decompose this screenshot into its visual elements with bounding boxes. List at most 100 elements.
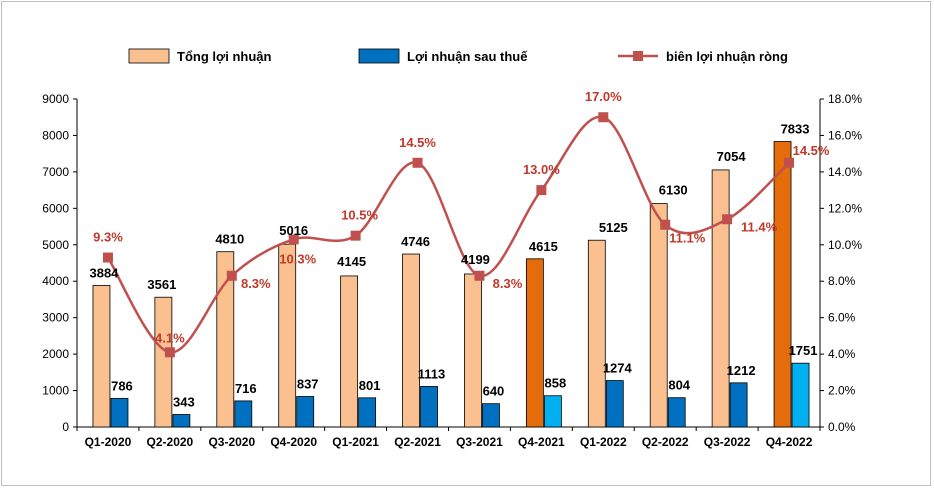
y-right-tick-label: 6.0% [828,311,856,325]
net-margin-value-label: 10.3% [279,251,316,266]
net-profit-value-label: 1212 [727,363,756,378]
net-profit-value-label: 716 [235,381,257,396]
x-tick-label: Q3-2021 [456,435,503,449]
y-right-tick-label: 8.0% [828,274,856,288]
bar-net-profit [543,395,562,428]
y-right-tick-label: 16.0% [828,128,862,142]
y-left-tick-label: 3000 [42,311,69,325]
bar-total-profit [154,296,173,428]
net-margin-marker [288,234,299,245]
total-profit-value-label: 5125 [599,220,628,235]
net-margin-marker [102,252,113,263]
y-right-tick-label: 2.0% [828,384,856,398]
y-left-tick-label: 5000 [42,238,69,252]
x-tick-label: Q4-2021 [518,435,565,449]
legend-swatch-total-profit [128,48,170,64]
legend-label-net-profit: Lợi nhuận sau thuế [407,49,528,64]
bar-total-profit [340,275,359,428]
net-margin-marker [536,185,547,196]
total-profit-value-label: 4145 [337,254,366,269]
y-right-tick-label: 18.0% [828,92,862,106]
y-left-tick-label: 6000 [42,201,69,215]
net-profit-value-label: 1113 [418,366,446,381]
y-right-tick-label: 0.0% [828,420,856,434]
net-profit-value-label: 640 [483,384,505,399]
legend-label-net-margin: biên lợi nhuận ròng [666,49,788,64]
net-margin-marker [412,157,423,168]
x-tick-label: Q3-2022 [704,435,751,449]
x-tick-label: Q1-2020 [85,435,132,449]
net-profit-value-label: 837 [297,376,319,391]
x-tick-label: Q4-2020 [270,435,317,449]
total-profit-value-label: 6130 [659,183,688,198]
legend-label-total-profit: Tổng lợi nhuận [177,49,272,64]
net-margin-value-label: 11.4% [741,219,778,234]
net-profit-value-label: 1274 [603,361,633,376]
net-margin-marker [784,157,795,168]
bar-net-profit [172,414,191,428]
bar-total-profit [711,169,730,428]
x-tick-label: Q2-2022 [642,435,689,449]
y-left-tick-label: 0 [62,420,69,434]
net-margin-marker [164,347,175,358]
net-margin-value-label: 9.3% [93,230,123,245]
net-margin-marker [660,219,671,230]
net-profit-value-label: 343 [173,394,195,409]
net-profit-value-label: 858 [545,376,567,391]
net-margin-value-label: 10.5% [341,208,378,223]
y-left-tick-label: 2000 [42,347,69,361]
net-margin-marker [474,270,485,281]
y-left-tick-label: 1000 [42,384,69,398]
bar-net-profit [358,397,377,428]
y-right-tick-label: 4.0% [828,347,856,361]
net-margin-value-label: 14.5% [399,135,436,150]
y-left-tick-label: 9000 [42,92,69,106]
net-profit-value-label: 1751 [789,343,818,358]
total-profit-value-label: 7833 [781,122,810,137]
bar-net-profit [110,397,129,428]
total-profit-value-label: 4746 [401,234,430,249]
net-margin-value-label: 11.1% [669,231,706,246]
net-margin-value-label: 13.0% [523,162,560,177]
x-tick-label: Q3-2020 [208,435,255,449]
bar-net-profit [667,397,686,428]
bar-net-profit [296,396,315,428]
net-profit-value-label: 804 [668,378,690,393]
bar-net-profit [234,400,253,428]
y-right-tick-label: 10.0% [828,238,862,252]
net-margin-value-label: 8.3% [493,276,523,291]
bar-total-profit [402,253,420,428]
bar-net-profit [729,382,748,428]
y-left-tick-label: 4000 [42,274,69,288]
net-margin-value-label: 4.1% [155,330,185,345]
legend-marker-net-margin [633,51,643,61]
x-tick-label: Q1-2022 [580,435,627,449]
net-profit-value-label: 786 [111,378,133,393]
bar-total-profit [587,239,606,428]
x-tick-label: Q2-2020 [147,435,194,449]
x-tick-label: Q1-2021 [332,435,379,449]
bar-net-profit [482,403,500,428]
total-profit-value-label: 3884 [89,265,119,280]
net-profit-value-label: 801 [359,378,381,393]
net-margin-marker [598,112,609,123]
bar-net-profit [605,380,624,428]
y-right-tick-label: 14.0% [828,165,862,179]
y-right-tick-label: 12.0% [828,201,862,215]
bar-net-profit [791,362,810,428]
bar-total-profit [216,251,235,428]
total-profit-value-label: 4810 [215,232,244,247]
bar-total-profit [773,141,792,428]
bar-total-profit [278,243,297,428]
net-margin-value-label: 8.3% [241,276,271,291]
total-profit-value-label: 7054 [717,149,747,164]
bar-total-profit [92,285,111,428]
x-tick-label: Q4-2022 [766,435,813,449]
net-margin-value-label: 17.0% [585,89,622,104]
bar-total-profit [525,258,544,428]
net-margin-marker [226,270,237,281]
net-margin-marker [722,214,733,225]
net-margin-value-label: 14.5% [793,143,830,158]
bar-total-profit [464,273,482,428]
